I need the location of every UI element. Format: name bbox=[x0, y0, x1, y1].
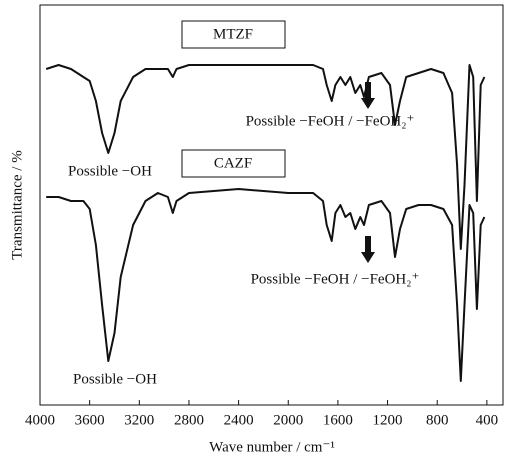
x-tick-label: 2400 bbox=[224, 412, 254, 428]
plot-frame bbox=[39, 4, 504, 406]
annotation: Possible −FeOH / −FeOH₂⁺ bbox=[246, 113, 415, 129]
x-tick-label: 2000 bbox=[273, 412, 303, 428]
legend-label: CAZF bbox=[214, 155, 252, 171]
x-tick-label: 1600 bbox=[323, 412, 353, 428]
spectrum-line bbox=[46, 188, 486, 382]
spectrum-line bbox=[45, 64, 486, 250]
x-tick-label: 400 bbox=[476, 412, 499, 428]
legend-box bbox=[181, 20, 286, 49]
annotation: Possible −FeOH / −FeOH₂⁺ bbox=[251, 271, 420, 287]
annotation: Possible −OH bbox=[73, 371, 157, 387]
x-tick-label: 3200 bbox=[124, 412, 154, 428]
arrow bbox=[361, 236, 375, 263]
x-tick-label: 3600 bbox=[75, 412, 105, 428]
x-axis-label: Wave number / cm⁻¹ bbox=[209, 439, 335, 455]
x-tick-label: 4000 bbox=[25, 412, 55, 428]
legend-box bbox=[181, 149, 286, 178]
x-tick-label: 1200 bbox=[373, 412, 403, 428]
x-tick-label: 800 bbox=[426, 412, 449, 428]
legend-label: MTZF bbox=[213, 26, 253, 42]
annotation: Possible −OH bbox=[68, 163, 152, 179]
x-tick-label: 2800 bbox=[174, 412, 204, 428]
arrow bbox=[361, 82, 375, 109]
y-axis-label: Transmittance / % bbox=[9, 150, 25, 259]
